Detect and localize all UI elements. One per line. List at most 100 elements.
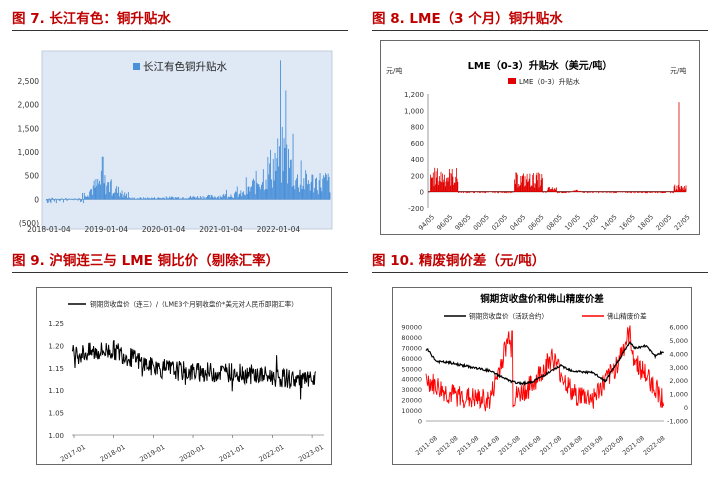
- chart-1-bar: [286, 144, 288, 200]
- chart-2-area-slice: [649, 191, 651, 193]
- chart-1-bar: [323, 175, 325, 200]
- chart-1-bar: [65, 198, 67, 200]
- chart-2-area-slice: [497, 191, 499, 194]
- chart-2-area-slice: [589, 191, 591, 193]
- chart-1-bar: [244, 194, 245, 200]
- chart-1-bar: [64, 198, 66, 200]
- chart-2-area-slice: [592, 191, 594, 194]
- chart-1-bar: [138, 198, 140, 200]
- chart-1-bar: [216, 198, 217, 200]
- chart-2-area-slice: [549, 189, 551, 193]
- chart-1-bar: [156, 198, 158, 200]
- chart-1-bar: [47, 199, 49, 203]
- chart-2-area-slice: [610, 191, 612, 194]
- chart-1-bar: [100, 184, 101, 200]
- chart-2-area-slice: [601, 191, 603, 193]
- chart-4-ytick-left-1: 10000: [401, 407, 422, 415]
- chart-1-bar: [260, 189, 262, 200]
- chart-2-area-slice: [478, 191, 480, 193]
- chart-1-xtick-1: 2019-01-04: [84, 225, 128, 234]
- chart-2-area-slice: [672, 191, 674, 193]
- chart-2-area-slice: [436, 177, 438, 193]
- chart-2-area-slice: [591, 191, 593, 193]
- chart-2-area-slice: [675, 189, 677, 193]
- chart-2-area-slice: [666, 191, 668, 193]
- chart-2-area-slice: [537, 180, 538, 193]
- chart-1-bar: [57, 198, 59, 200]
- chart-1-bar: [136, 197, 138, 200]
- chart-1-bar: [327, 173, 329, 200]
- chart-1-bar: [217, 196, 219, 200]
- chart-1-bar: [311, 174, 313, 200]
- chart-2-area-slice: [555, 189, 557, 193]
- chart-2-area-slice: [533, 173, 534, 193]
- chart-2-area-slice: [482, 191, 484, 194]
- chart-1-bar: [108, 182, 109, 200]
- chart-2-area-slice: [631, 191, 632, 194]
- chart-2-area-slice: [622, 191, 624, 193]
- chart-1-bar: [299, 184, 301, 200]
- chart-2-area-slice: [538, 187, 540, 193]
- chart-1-bar: [202, 195, 204, 200]
- chart-2-area-slice: [646, 191, 648, 194]
- chart-1-bar: [85, 197, 87, 200]
- chart-1-bar: [328, 177, 330, 200]
- chart-1-bar: [209, 197, 211, 200]
- chart-2-area-slice: [617, 191, 618, 193]
- chart-1-bar: [142, 198, 144, 200]
- chart-2-area-slice: [472, 191, 473, 193]
- chart-1-xtick-2: 2020-01-04: [142, 225, 186, 234]
- chart-1-bar: [148, 197, 150, 200]
- chart-2-area-slice: [474, 191, 476, 193]
- chart-4-ytick-right-5: 4,000: [669, 350, 688, 358]
- chart-4-svg: 铜期货收盘价和佛山精废价差 铜期货收盘价（活跃合约） 佛山精废价差 0 10000…: [392, 287, 692, 465]
- chart-1-bar: [164, 198, 166, 200]
- chart-1-bar: [51, 197, 53, 200]
- chart-2-area-slice: [516, 174, 518, 193]
- chart-1-bar: [92, 185, 94, 200]
- chart-1-bar: [163, 197, 165, 200]
- chart-2-area-slice: [658, 191, 660, 193]
- chart-4-ytick-left-6: 60000: [401, 355, 422, 363]
- chart-1-bar: [46, 199, 47, 201]
- chart-1-bar: [192, 196, 194, 200]
- chart-2-area-slice: [540, 179, 542, 193]
- chart-2-area-slice: [675, 190, 676, 193]
- chart-2-area-slice: [469, 191, 471, 194]
- chart-2-area-slice: [663, 191, 664, 193]
- chart-1-bar: [233, 197, 235, 200]
- chart-2-area-slice: [528, 178, 530, 193]
- chart-2-area-slice: [674, 184, 676, 193]
- chart-2-area-slice: [524, 176, 526, 193]
- chart-1-bar: [325, 174, 327, 200]
- chart-1-bar: [284, 148, 286, 200]
- chart-2-area-slice: [455, 176, 457, 193]
- chart-2-area-slice: [535, 183, 536, 193]
- chart-2-area-slice: [526, 179, 527, 193]
- chart-2-area-slice: [568, 191, 569, 193]
- chart-1-bar: [225, 194, 226, 200]
- chart-2-area-slice: [578, 191, 580, 193]
- chart-2-area-slice: [439, 176, 440, 193]
- chart-1-bar: [319, 173, 321, 200]
- chart-2-area-slice: [623, 191, 625, 193]
- chart-1-bar: [292, 133, 294, 200]
- chart-1-bar: [76, 198, 78, 200]
- chart-2-area-slice: [547, 190, 548, 193]
- chart-2-title: LME（0-3）升贴水（美元/吨）: [468, 59, 613, 72]
- chart-1-bar: [262, 169, 264, 200]
- chart-2-area-slice: [577, 190, 578, 193]
- chart-2-area-slice: [647, 191, 648, 194]
- chart-2-area-slice: [621, 191, 623, 193]
- chart-2-area-slice: [442, 182, 444, 193]
- chart-1-bar: [183, 198, 185, 200]
- chart-2-area-slice: [565, 191, 566, 194]
- chart-2-area-slice: [449, 172, 451, 193]
- chart-1-ytick-5: 2,000: [18, 101, 40, 110]
- chart-2-area-slice: [533, 183, 535, 193]
- chart-2-area-slice: [454, 182, 456, 193]
- chart-1-bar: [280, 182, 282, 200]
- chart-2-left-unit: 元/吨: [386, 66, 402, 75]
- chart-1-bar: [59, 199, 61, 202]
- chart-2-area-slice: [495, 191, 497, 193]
